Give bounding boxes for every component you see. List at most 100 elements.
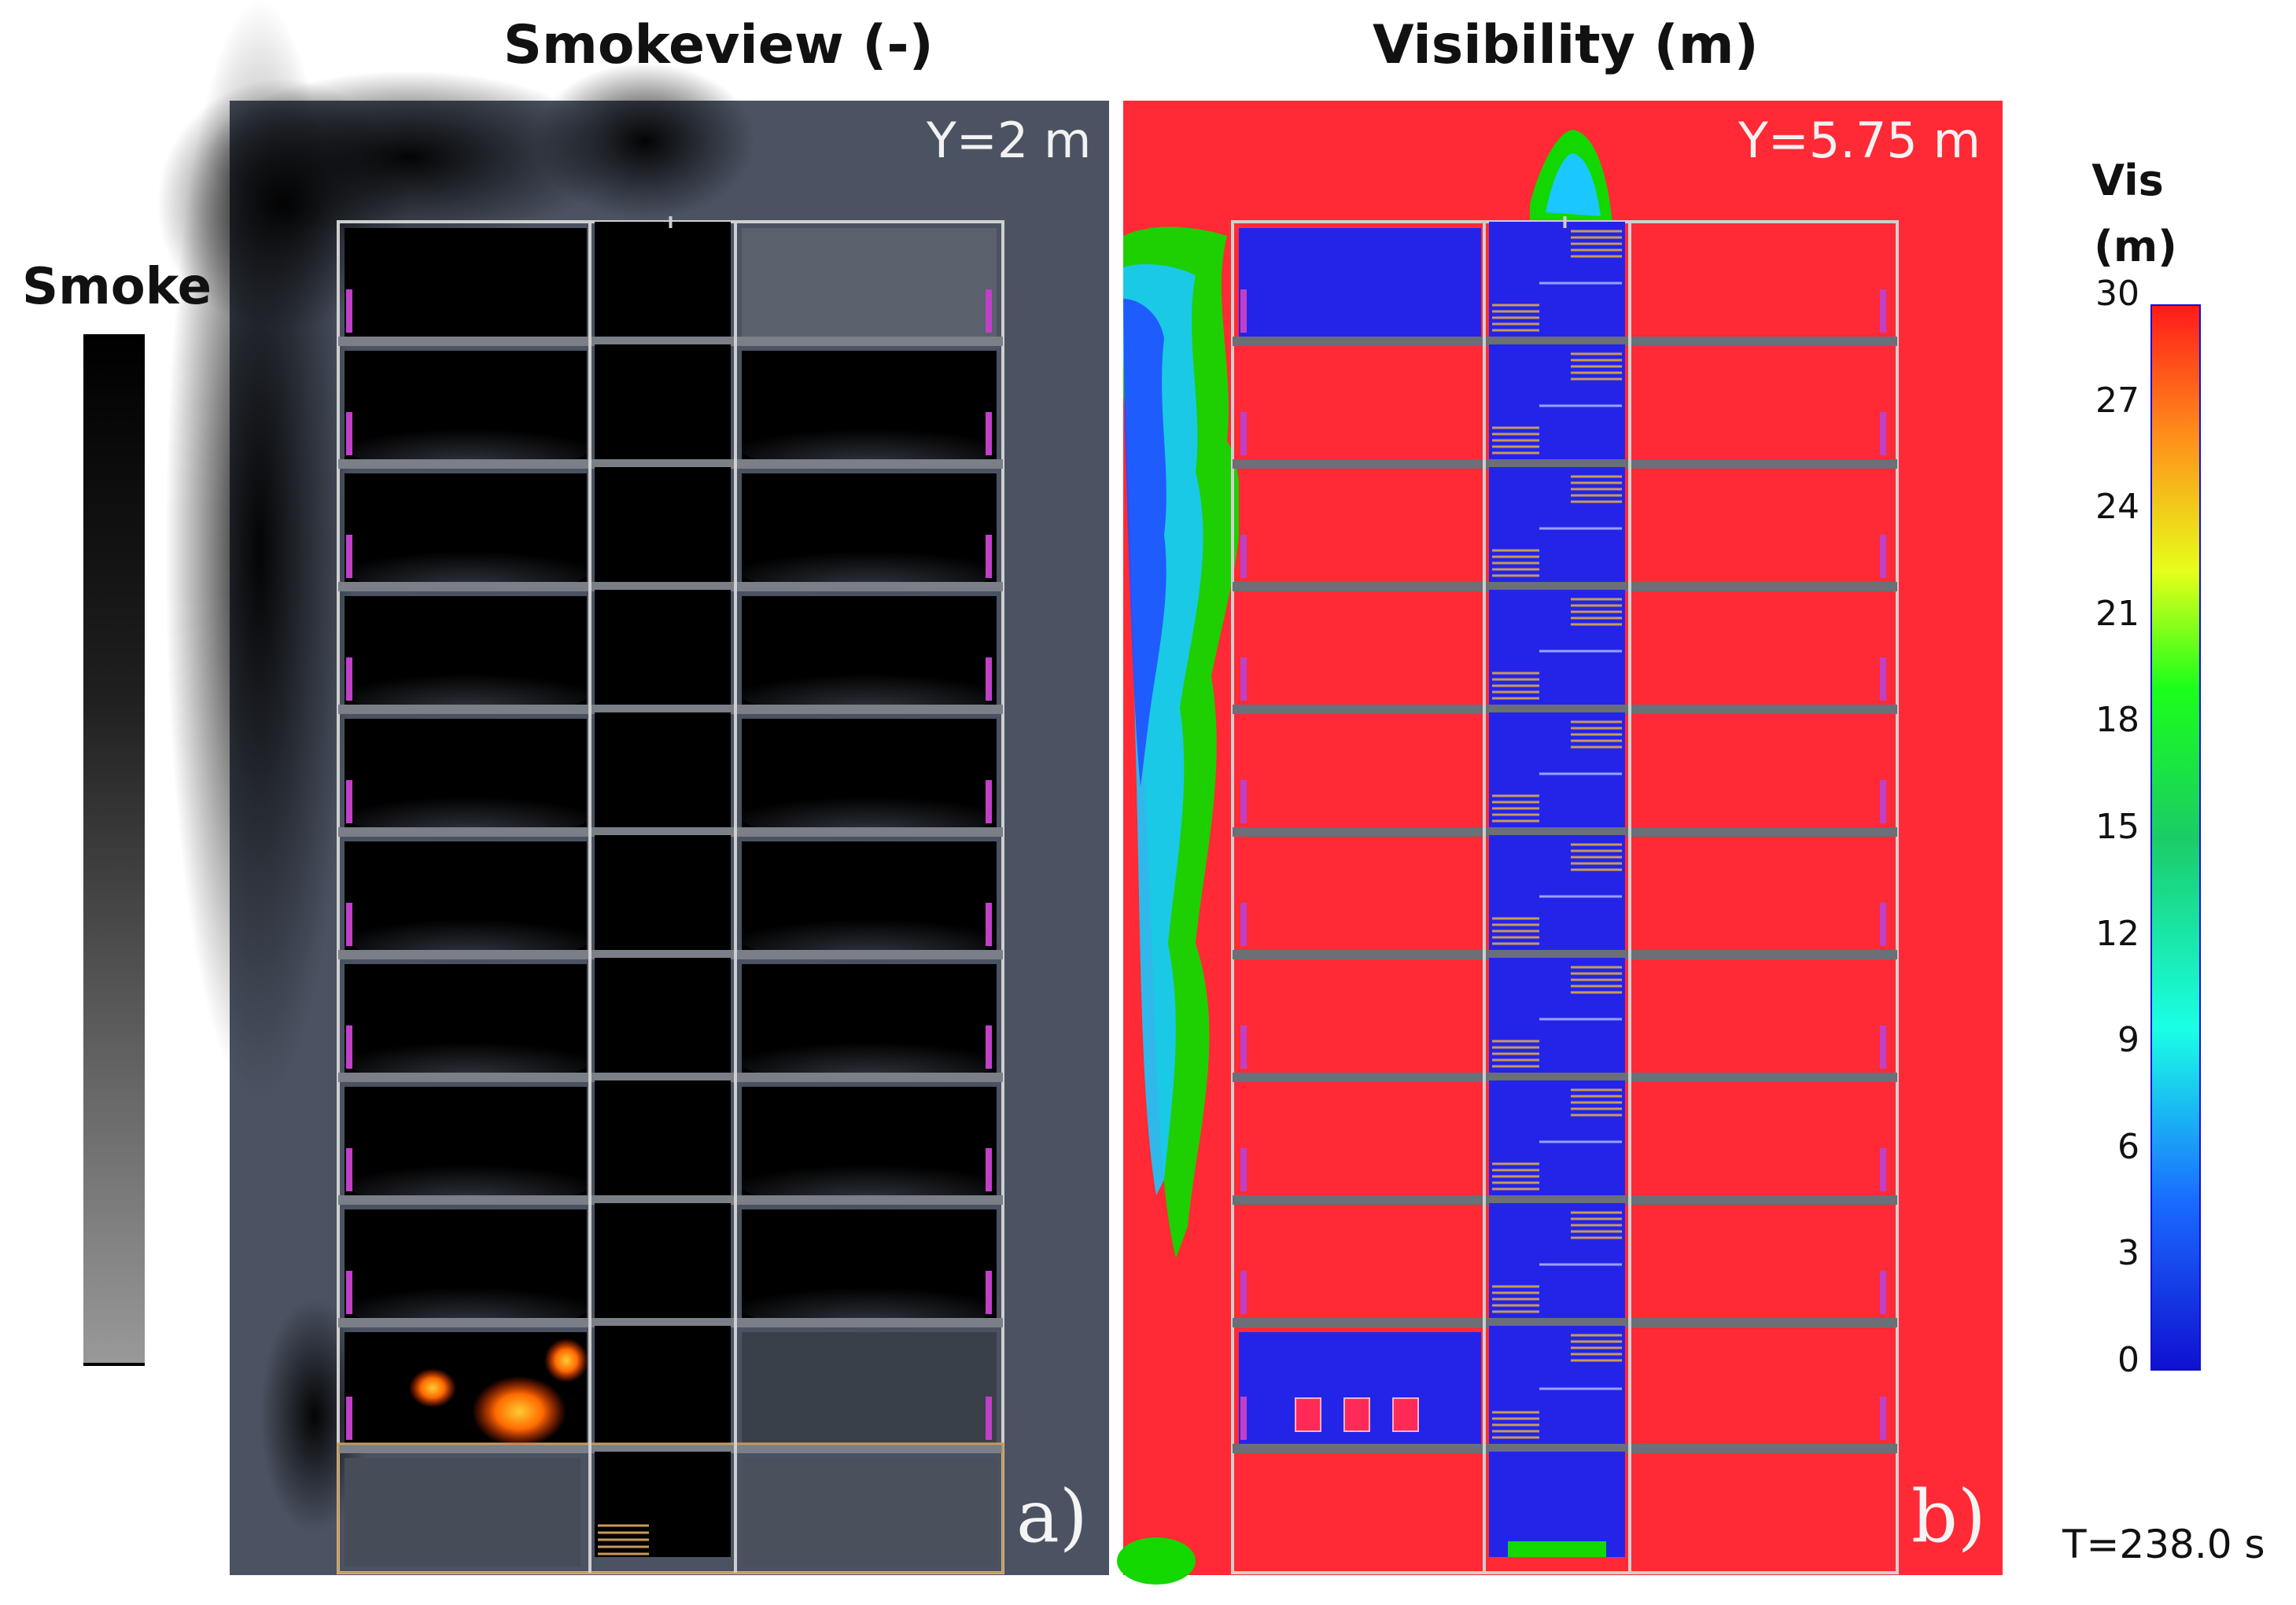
room-haze	[342, 782, 594, 841]
vent	[1880, 289, 1886, 333]
ground-outline	[337, 1442, 1004, 1574]
room-left	[1239, 596, 1481, 708]
vent	[346, 657, 352, 701]
vent	[1240, 1397, 1247, 1440]
vent	[346, 1148, 352, 1191]
room-right	[1636, 596, 1891, 708]
room-right	[1636, 1209, 1891, 1321]
room-left	[1239, 228, 1481, 340]
vis-tick-label: 24	[2095, 487, 2139, 528]
stair-bottom-green	[1508, 1541, 1606, 1557]
vent	[346, 412, 352, 455]
room-haze	[735, 782, 1003, 841]
vis-tick-label: 21	[2095, 593, 2139, 634]
room-haze	[735, 1150, 1003, 1209]
room-left	[1239, 1209, 1481, 1321]
building-section-b	[1231, 216, 1899, 1574]
floor-slab	[1233, 1195, 1897, 1205]
stair-core-ground	[595, 1452, 731, 1557]
vis-tick-label: 12	[2095, 913, 2139, 954]
vent	[1240, 903, 1247, 946]
vis-tick-label: 9	[2117, 1020, 2139, 1061]
panel-b-letter: b)	[1911, 1474, 1986, 1559]
panel-a-smokeview	[157, 0, 1109, 1575]
vent	[1880, 1025, 1886, 1069]
floor-slab	[338, 705, 1003, 714]
vent	[986, 535, 992, 578]
vent	[986, 1148, 992, 1191]
vent	[986, 289, 992, 333]
room-right	[1636, 1087, 1891, 1198]
vis-tick-label: 30	[2095, 274, 2139, 314]
vent	[346, 903, 352, 946]
panel-b-title: Visibility (m)	[1373, 14, 1759, 76]
room-ground-left	[345, 1458, 580, 1566]
vent	[1240, 780, 1247, 823]
floor-slab	[338, 1318, 1003, 1327]
vent	[1880, 1148, 1886, 1191]
vis-tick-label: 0	[2117, 1340, 2139, 1380]
vent	[986, 1397, 992, 1440]
stair-core	[595, 958, 731, 1080]
vis-tick-label: 15	[2095, 807, 2139, 847]
panel-b-slice-label: Y=5.75 m	[1738, 112, 1981, 169]
stair-core	[595, 467, 731, 590]
room-left	[1239, 351, 1481, 462]
building-section-a	[337, 216, 1004, 1574]
time-label: T=238.0 s	[2062, 1522, 2265, 1567]
floor-slab	[338, 950, 1003, 959]
vis-tick-label: 6	[2117, 1126, 2139, 1167]
room-right	[1636, 1332, 1891, 1447]
room-right	[1636, 473, 1891, 585]
floor-slab	[1233, 950, 1897, 959]
fire-glow	[409, 1368, 456, 1408]
room-ground-right	[742, 1458, 997, 1566]
room-left	[345, 228, 587, 340]
room-haze	[342, 414, 594, 473]
vent	[986, 903, 992, 946]
room-haze	[342, 1027, 594, 1087]
vent	[1240, 657, 1247, 701]
floor-slab	[1233, 1444, 1897, 1453]
fire-glow	[544, 1338, 588, 1382]
vis-tick-label: 27	[2095, 380, 2139, 421]
vent	[1240, 1025, 1247, 1069]
stair-core-ground	[1489, 1452, 1625, 1557]
vent	[1880, 1271, 1886, 1314]
room-right	[1636, 351, 1891, 462]
floor-slab	[1233, 705, 1897, 714]
vent	[346, 1025, 352, 1069]
floor-slab	[1233, 827, 1897, 837]
fuel-package	[1392, 1397, 1419, 1432]
room-left	[1239, 841, 1481, 953]
room-right	[1636, 841, 1891, 953]
floor-slab	[1233, 1318, 1897, 1327]
stair-core	[595, 222, 731, 344]
room-haze	[735, 536, 1003, 596]
stair-core	[595, 590, 731, 712]
stair-core	[595, 1080, 731, 1203]
stair-core	[595, 1326, 731, 1452]
room-right	[742, 1332, 997, 1447]
vent	[986, 1271, 992, 1314]
room-haze	[735, 659, 1003, 719]
vent	[1880, 903, 1886, 946]
fuel-package	[1295, 1397, 1321, 1432]
vent	[1880, 535, 1886, 578]
panel-b-visibility	[1117, 101, 2003, 1585]
vent	[1880, 412, 1886, 455]
vent	[986, 1025, 992, 1069]
vent	[1240, 535, 1247, 578]
visibility-colorbar	[2150, 304, 2201, 1371]
room-haze	[342, 536, 594, 596]
room-left	[1239, 473, 1481, 585]
fire-glow	[472, 1376, 566, 1447]
vent	[346, 1397, 352, 1440]
floor-slab	[338, 582, 1003, 591]
room-haze	[342, 1272, 594, 1332]
vent	[346, 780, 352, 823]
room-right	[1636, 719, 1891, 830]
stair-core	[595, 344, 731, 467]
vent	[346, 289, 352, 333]
floor-slab	[338, 337, 1003, 346]
